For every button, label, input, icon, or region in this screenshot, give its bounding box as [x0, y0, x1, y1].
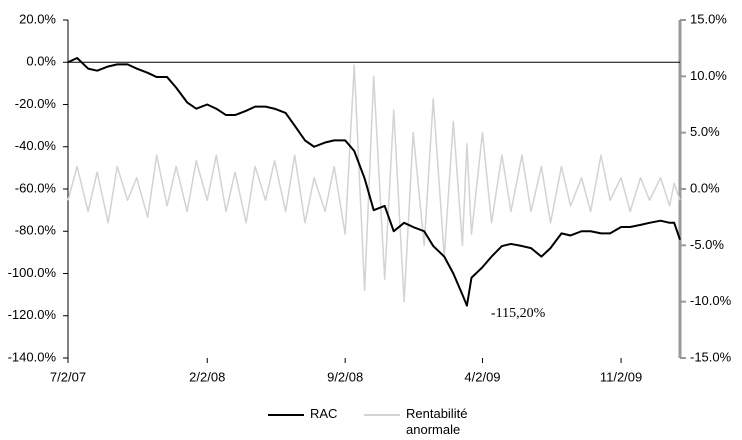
y2-tick-label: -15.0% — [690, 349, 732, 364]
y-tick-label: -20.0% — [15, 96, 57, 111]
y2-tick-label: 0.0% — [690, 180, 720, 195]
series-line — [67, 57, 681, 307]
y-tick-label: 20.0% — [19, 11, 56, 26]
y-tick-label: -140.0% — [8, 349, 57, 364]
x-tick-label: 4/2/09 — [464, 369, 500, 384]
y-tick-label: 0.0% — [26, 54, 56, 69]
y2-tick-label: -5.0% — [690, 237, 724, 252]
x-tick-label: 7/2/07 — [50, 369, 86, 384]
y-tick-label: -120.0% — [8, 307, 57, 322]
legend-item: Rentabilité anormale — [364, 406, 484, 438]
legend-item: RAC — [268, 406, 388, 422]
x-tick-label: 11/2/09 — [600, 369, 642, 384]
y-tick-label: -40.0% — [15, 138, 57, 153]
y-tick-label: -80.0% — [15, 223, 57, 238]
y2-tick-label: 5.0% — [690, 124, 720, 139]
legend-swatch — [364, 414, 400, 416]
legend-label: RAC — [310, 406, 338, 421]
series-line — [67, 64, 681, 303]
y2-tick-label: 15.0% — [690, 11, 727, 26]
legend-swatch — [268, 414, 304, 416]
chart: -140.0% -120.0% -100.0% -80.0% -60.0% -40.0% -… — [8, 11, 732, 384]
y-tick-label: -60.0% — [15, 180, 57, 195]
y-tick-label: -100.0% — [8, 265, 57, 280]
legend-label: Rentabilité anormale — [406, 406, 468, 437]
data-label: -115,20% — [491, 306, 546, 321]
x-tick-label: 9/2/08 — [327, 369, 363, 384]
y2-tick-label: 10.0% — [690, 68, 727, 83]
x-tick-label: 2/2/08 — [189, 369, 225, 384]
y2-tick-label: -10.0% — [690, 293, 732, 308]
